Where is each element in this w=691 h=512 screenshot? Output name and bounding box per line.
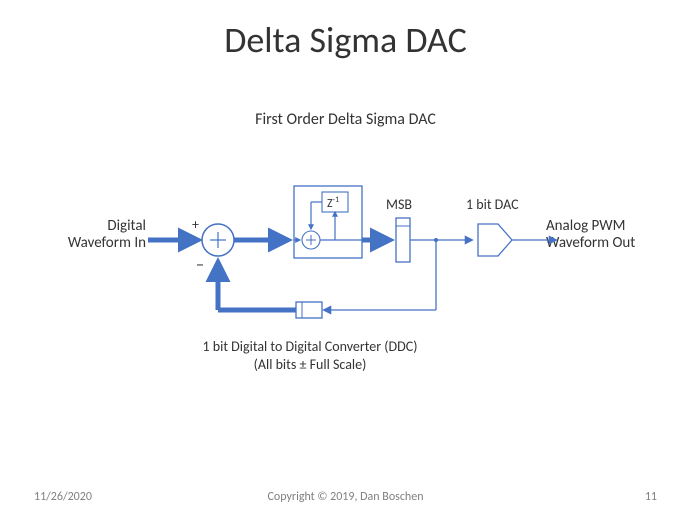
integrator-block: [294, 186, 362, 258]
footer-page: 11: [645, 490, 657, 504]
ddc-block: [296, 302, 322, 318]
delay-block: [322, 192, 348, 212]
footer-copyright: Copyright © 2019, Dan Boschen: [0, 490, 691, 504]
one-bit-dac: [478, 224, 512, 256]
msb-register: [396, 218, 410, 262]
block-diagram: [0, 0, 691, 512]
